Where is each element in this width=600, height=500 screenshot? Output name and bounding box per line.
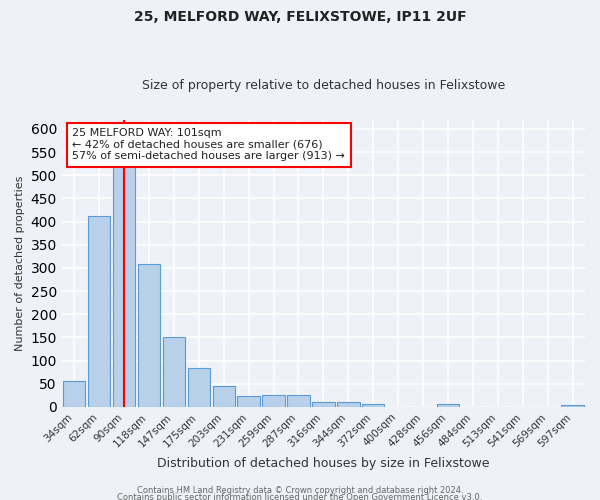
Bar [337,402,359,407]
Text: Contains public sector information licensed under the Open Government Licence v3: Contains public sector information licen… [118,494,482,500]
Bar [238,396,260,407]
Bar [163,338,185,407]
Bar [88,216,110,407]
Bar [287,396,310,407]
Bar [562,404,584,407]
Bar [113,130,135,407]
Title: Size of property relative to detached houses in Felixstowe: Size of property relative to detached ho… [142,79,505,92]
X-axis label: Distribution of detached houses by size in Felixstowe: Distribution of detached houses by size … [157,457,490,470]
Text: 25 MELFORD WAY: 101sqm
← 42% of detached houses are smaller (676)
57% of semi-de: 25 MELFORD WAY: 101sqm ← 42% of detached… [72,128,345,162]
Text: 25, MELFORD WAY, FELIXSTOWE, IP11 2UF: 25, MELFORD WAY, FELIXSTOWE, IP11 2UF [134,10,466,24]
Bar [312,402,335,407]
Bar [262,396,285,407]
Bar [362,404,385,407]
Y-axis label: Number of detached properties: Number of detached properties [15,176,25,351]
Bar [212,386,235,407]
Bar [188,368,210,407]
Bar [437,404,459,407]
Bar [138,264,160,407]
Text: Contains HM Land Registry data © Crown copyright and database right 2024.: Contains HM Land Registry data © Crown c… [137,486,463,495]
Bar [63,380,85,407]
